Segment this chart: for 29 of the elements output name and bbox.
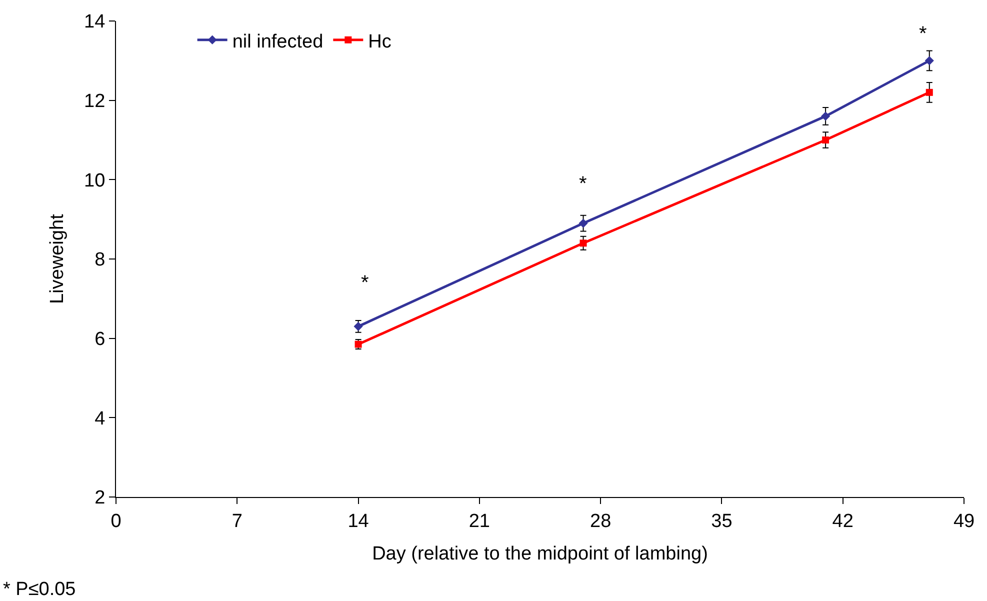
- x-tick-label: 49: [953, 510, 975, 532]
- point: [926, 88, 933, 96]
- legend-label: nil infected: [232, 31, 324, 52]
- x-tick-label: 35: [711, 510, 732, 532]
- point: [580, 240, 587, 247]
- x-tick-label: 0: [110, 510, 122, 532]
- y-tick-label: 8: [94, 250, 106, 271]
- x-tick-label: 7: [232, 510, 242, 532]
- point: [578, 218, 588, 228]
- x-axis-title: Day (relative to the midpoint of lambing): [372, 544, 708, 565]
- y-tick-label: 2: [94, 488, 106, 509]
- text: * P≤0.05: [3, 579, 76, 600]
- y-axis-title: Liveweight: [46, 213, 68, 304]
- x-tick-label: 14: [348, 510, 370, 532]
- y-tick-label: 14: [84, 12, 106, 33]
- y-tick-label: 12: [84, 90, 106, 112]
- y-tick-label: 4: [94, 408, 106, 430]
- annotation: *: [361, 272, 369, 294]
- point: [924, 56, 934, 66]
- x-tick-label: 21: [468, 510, 490, 532]
- legend-label: Hc: [368, 31, 392, 52]
- x-tick-label: 42: [832, 510, 854, 532]
- y-tick-label: 10: [84, 170, 106, 192]
- point: [821, 112, 830, 121]
- point: [822, 136, 830, 144]
- annotation: *: [579, 173, 587, 195]
- x-tick-label: 28: [590, 510, 612, 532]
- annotation: *: [919, 23, 927, 45]
- y-tick-label: 6: [94, 328, 106, 350]
